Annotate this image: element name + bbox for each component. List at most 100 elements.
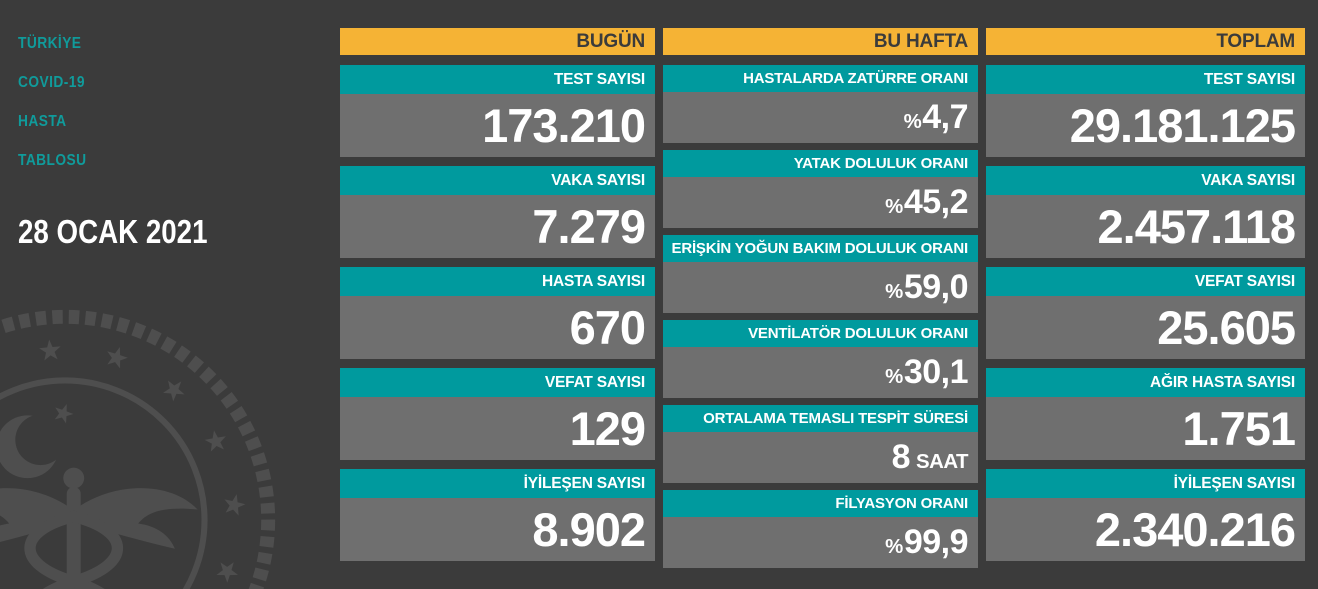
stat-value: 2.340.216 [986, 498, 1305, 561]
stat-label: ORTALAMA TEMASLI TESPİT SÜRESİ [663, 405, 978, 432]
stat-column: BUGÜN TEST SAYISI 173.210 VAKA SAYISI 7.279 H… [340, 28, 655, 575]
stat-block: FİLYASYON ORANI %99,9 [663, 490, 978, 568]
stat-number: 29.181.125 [1069, 99, 1296, 152]
ministry-of-health-emblem-icon [0, 309, 276, 589]
stat-value: 29.181.125 [986, 94, 1305, 157]
page-title-line: TÜRKİYE [18, 35, 82, 52]
unit-suffix: SAAT [916, 451, 969, 473]
stat-block: VENTİLATÖR DOLULUK ORANI %30,1 [663, 320, 978, 398]
stat-number: 129 [569, 402, 646, 455]
page-title-line: HASTA [18, 113, 67, 130]
stat-value-text: %45,2 [885, 183, 968, 222]
percent-prefix: % [885, 536, 903, 558]
stat-value: 1.751 [986, 397, 1305, 460]
stat-value-text: 2.340.216 [1094, 502, 1296, 557]
stat-block: TEST SAYISI 173.210 [340, 65, 655, 157]
stat-label: İYİLEŞEN SAYISI [986, 469, 1305, 498]
stat-block: İYİLEŞEN SAYISI 2.340.216 [986, 469, 1305, 561]
stat-block: İYİLEŞEN SAYISI 8.902 [340, 469, 655, 561]
column-header: TOPLAM [986, 28, 1305, 55]
stat-block: VEFAT SAYISI 129 [340, 368, 655, 460]
stat-number: 4,7 [922, 98, 968, 136]
stat-block: VAKA SAYISI 7.279 [340, 166, 655, 258]
page-title-line: COVID-19 [18, 74, 85, 91]
stat-label: VEFAT SAYISI [340, 368, 655, 397]
stat-label: AĞIR HASTA SAYISI [986, 368, 1305, 397]
stat-number: 59,0 [903, 268, 969, 306]
stat-block: TEST SAYISI 29.181.125 [986, 65, 1305, 157]
stat-value: 8.902 [340, 498, 655, 561]
percent-prefix: % [885, 366, 903, 388]
stat-label: FİLYASYON ORANI [663, 490, 978, 517]
stat-column: TOPLAM TEST SAYISI 29.181.125 VAKA SAYISI 2.… [986, 28, 1305, 575]
stat-label: HASTA SAYISI [340, 267, 655, 296]
stat-value: 7.279 [340, 195, 655, 258]
stat-value-text: 8 SAAT [891, 438, 969, 477]
stat-label: VENTİLATÖR DOLULUK ORANI [663, 320, 978, 347]
stats-columns: BUGÜN TEST SAYISI 173.210 VAKA SAYISI 7.279 H… [340, 28, 1305, 575]
stat-value-text: 129 [569, 401, 646, 456]
stat-value: %45,2 [663, 177, 978, 228]
column-header: BUGÜN [340, 28, 655, 55]
stat-value: 129 [340, 397, 655, 460]
stat-column: BU HAFTA HASTALARDA ZATÜRRE ORANI %4,7 YATA… [663, 28, 978, 575]
stat-block: VAKA SAYISI 2.457.118 [986, 166, 1305, 258]
page-title: TÜRKİYE COVID-19 HASTA TABLOSU [18, 24, 293, 180]
stat-number: 2.457.118 [1097, 200, 1296, 253]
stat-label: VAKA SAYISI [986, 166, 1305, 195]
stat-value-text: 7.279 [532, 199, 646, 254]
column-header: BU HAFTA [663, 28, 978, 55]
stat-value-text: 1.751 [1182, 401, 1296, 456]
stat-value-text: 29.181.125 [1069, 98, 1296, 153]
stat-number: 25.605 [1157, 301, 1296, 354]
page-title-line: TABLOSU [18, 152, 87, 169]
left-panel: TÜRKİYE COVID-19 HASTA TABLOSU 28 OCAK 2… [18, 24, 338, 251]
stat-number: 670 [569, 301, 646, 354]
stat-number: 7.279 [532, 200, 646, 253]
percent-prefix: % [885, 196, 903, 218]
stat-label: VEFAT SAYISI [986, 267, 1305, 296]
stat-label: YATAK DOLULUK ORANI [663, 150, 978, 177]
report-date: 28 OCAK 2021 [18, 213, 208, 250]
stat-value: %99,9 [663, 517, 978, 568]
stat-number: 8 [891, 438, 911, 476]
stat-label: HASTALARDA ZATÜRRE ORANI [663, 65, 978, 92]
stat-block: ERİŞKİN YOĞUN BAKIM DOLULUK ORANI %59,0 [663, 235, 978, 313]
stat-value-text: 25.605 [1157, 300, 1296, 355]
stat-label: İYİLEŞEN SAYISI [340, 469, 655, 498]
stat-value: 8 SAAT [663, 432, 978, 483]
stat-label: TEST SAYISI [986, 65, 1305, 94]
stat-value-text: %4,7 [903, 98, 969, 137]
stat-value: 2.457.118 [986, 195, 1305, 258]
stat-number: 8.902 [532, 503, 646, 556]
stat-value-text: 173.210 [482, 98, 646, 153]
stat-value: %59,0 [663, 262, 978, 313]
stat-block: VEFAT SAYISI 25.605 [986, 267, 1305, 359]
percent-prefix: % [903, 111, 922, 133]
percent-prefix: % [885, 281, 903, 303]
stat-value-text: 2.457.118 [1098, 199, 1296, 254]
stat-value-text: 670 [569, 300, 646, 355]
stat-block: ORTALAMA TEMASLI TESPİT SÜRESİ 8 SAAT [663, 405, 978, 483]
stat-number: 45,2 [903, 183, 969, 221]
stat-value-text: %99,9 [885, 523, 968, 562]
stat-value-text: %59,0 [885, 268, 968, 307]
stat-label: ERİŞKİN YOĞUN BAKIM DOLULUK ORANI [663, 235, 978, 262]
stat-block: HASTA SAYISI 670 [340, 267, 655, 359]
stat-block: HASTALARDA ZATÜRRE ORANI %4,7 [663, 65, 978, 143]
stat-block: YATAK DOLULUK ORANI %45,2 [663, 150, 978, 228]
stat-label: VAKA SAYISI [340, 166, 655, 195]
stat-block: AĞIR HASTA SAYISI 1.751 [986, 368, 1305, 460]
stat-number: 2.340.216 [1094, 503, 1296, 556]
stat-value: %30,1 [663, 347, 978, 398]
stat-value-text: 8.902 [532, 502, 646, 557]
stat-number: 30,1 [903, 353, 969, 391]
stat-number: 99,9 [903, 523, 969, 561]
stat-value: 25.605 [986, 296, 1305, 359]
stat-label: TEST SAYISI [340, 65, 655, 94]
stat-value: 670 [340, 296, 655, 359]
stat-value: 173.210 [340, 94, 655, 157]
stat-number: 1.751 [1182, 402, 1296, 455]
stat-value: %4,7 [663, 92, 978, 143]
